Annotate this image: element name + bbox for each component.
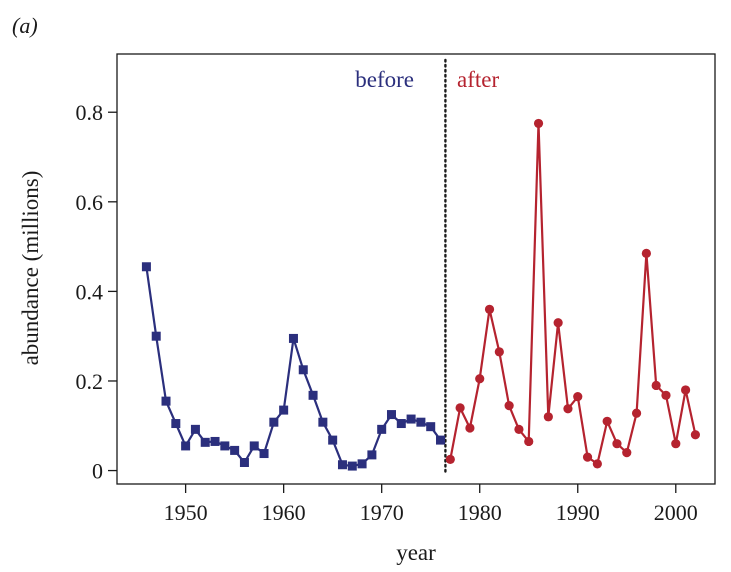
data-point — [367, 450, 377, 460]
data-point — [220, 441, 230, 451]
y-tick-label: 0.4 — [76, 279, 104, 304]
data-point — [582, 452, 593, 462]
data-point — [386, 410, 396, 420]
data-point — [475, 374, 485, 384]
data-point — [445, 454, 455, 464]
data-point — [328, 435, 338, 445]
data-point — [288, 333, 298, 343]
data-point — [249, 441, 259, 451]
y-tick-label: 0.8 — [76, 100, 104, 125]
data-point — [406, 414, 416, 424]
data-point — [181, 441, 191, 451]
data-point — [690, 430, 700, 440]
data-point — [308, 390, 318, 400]
data-point — [269, 417, 279, 427]
data-point — [543, 412, 553, 422]
panel-label: (a) — [12, 13, 38, 38]
data-point — [357, 459, 367, 469]
data-point — [298, 365, 308, 375]
series-line-1 — [145, 266, 442, 468]
x-tick-label: 2000 — [654, 500, 698, 525]
data-point — [651, 380, 661, 391]
data-point — [347, 461, 357, 471]
data-point — [171, 419, 181, 429]
data-point — [612, 439, 622, 449]
series-line-2 — [449, 122, 697, 465]
data-point — [200, 437, 210, 447]
data-point — [631, 408, 642, 418]
data-point — [190, 424, 200, 434]
y-tick-label: 0 — [92, 459, 103, 484]
data-point — [533, 118, 544, 129]
data-point — [455, 403, 465, 413]
x-tick-label: 1980 — [458, 500, 502, 525]
data-point — [426, 422, 436, 432]
data-point — [553, 318, 563, 328]
data-point — [661, 390, 671, 400]
data-point — [504, 401, 514, 411]
data-point — [641, 248, 651, 258]
data-point — [230, 445, 240, 455]
annotation-after: after — [457, 67, 499, 92]
data-point — [337, 460, 347, 470]
data-point — [436, 435, 446, 445]
data-point — [416, 417, 426, 427]
x-tick-label: 1960 — [262, 500, 306, 525]
data-point — [239, 458, 249, 467]
data-point — [465, 423, 475, 433]
data-point — [494, 347, 504, 357]
data-point — [396, 419, 406, 429]
data-point — [622, 448, 632, 458]
data-point — [161, 396, 171, 406]
data-point — [573, 392, 583, 402]
data-point — [151, 331, 161, 341]
data-point — [318, 417, 328, 427]
data-point — [592, 459, 602, 469]
data-point — [680, 385, 691, 395]
data-point — [141, 262, 151, 272]
data-point — [602, 416, 612, 426]
annotation-before: before — [355, 67, 414, 92]
y-tick-label: 0.6 — [76, 190, 104, 215]
data-point — [259, 449, 269, 459]
data-point — [210, 436, 220, 446]
data-point — [377, 424, 387, 434]
y-axis-label: abundance (millions) — [18, 171, 43, 366]
x-tick-label: 1990 — [556, 500, 600, 525]
series-layer — [141, 118, 700, 471]
axes-layer: 0 0.2 0.4 0.6 0.8 1950 1960 1970 1980 1990 2000 — [76, 58, 698, 525]
x-tick-label: 1950 — [164, 500, 208, 525]
data-point — [524, 436, 534, 447]
data-point — [279, 405, 289, 415]
x-tick-label: 1970 — [360, 500, 404, 525]
x-axis-label: year — [396, 540, 436, 565]
plot-frame — [116, 53, 716, 485]
data-point — [484, 304, 495, 314]
y-tick-label: 0.2 — [76, 369, 104, 394]
data-point — [514, 424, 524, 434]
data-point — [671, 439, 681, 449]
data-point — [563, 404, 573, 414]
